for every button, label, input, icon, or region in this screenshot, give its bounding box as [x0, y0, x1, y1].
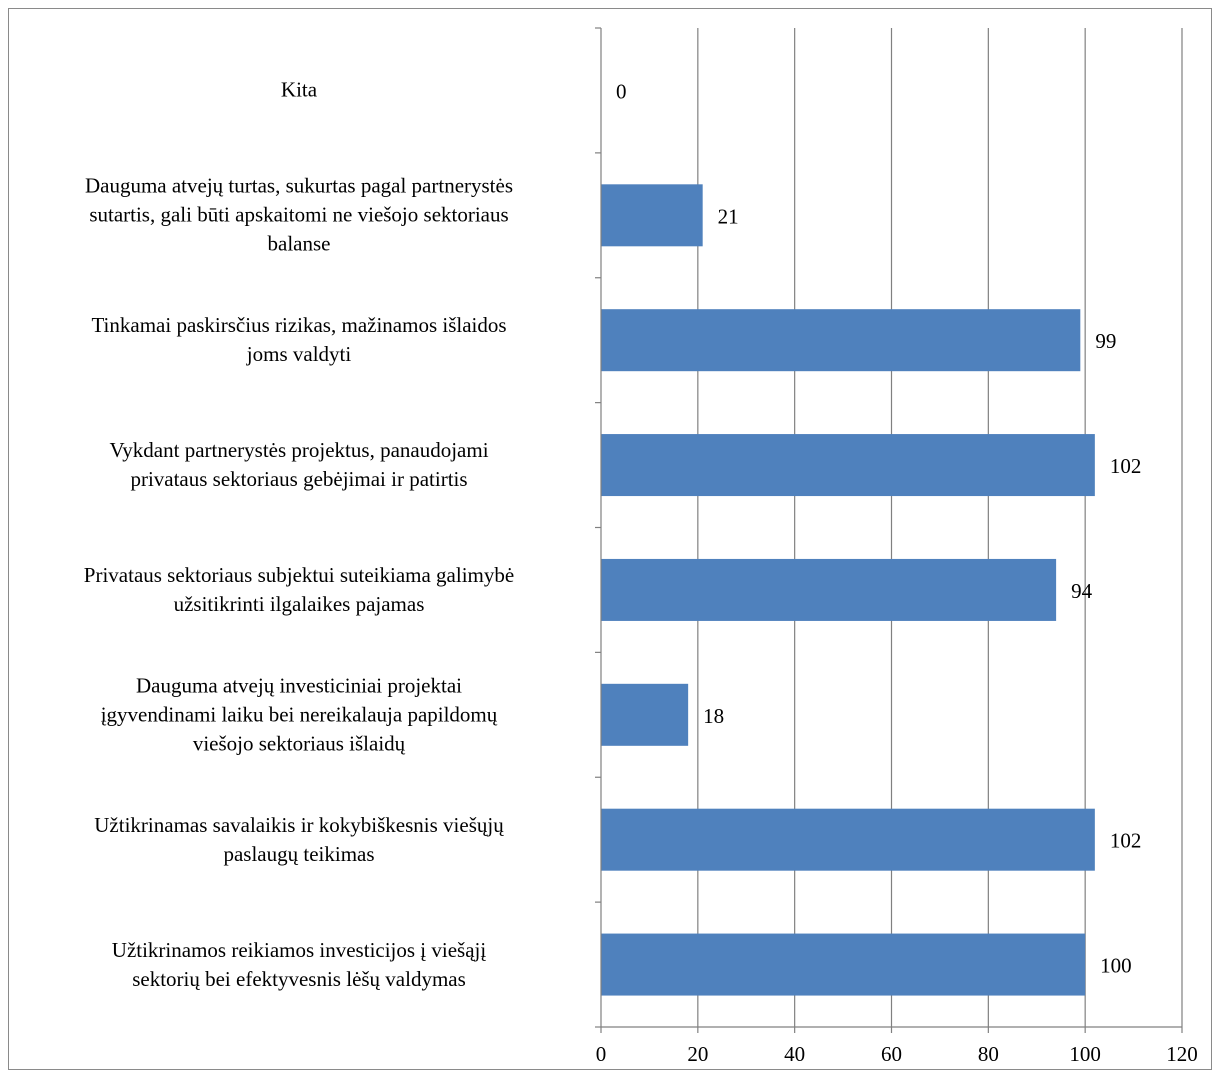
x-tick-label-80: 80	[978, 1042, 999, 1066]
category-label-0: Kita	[19, 76, 579, 105]
bar-3	[601, 434, 1095, 497]
category-label-line: joms valdyti	[246, 342, 352, 367]
bar-2	[601, 309, 1081, 372]
category-label-line: Kita	[280, 77, 318, 102]
category-label-2: Tinkamai paskirsčius rizikas, mažinamos …	[19, 311, 579, 369]
category-label-line: Dauguma atvejų investiciniai projektai	[136, 673, 462, 698]
data-label-2: 99	[1095, 329, 1116, 353]
category-label-line: įgyvendinami laiku bei nereikalauja papi…	[100, 702, 498, 727]
category-label-line: sutartis, gali būti apskaitomi ne viešoj…	[89, 202, 509, 227]
x-tick-label-60: 60	[881, 1042, 902, 1066]
bar-chart: 0 21 99 102 94 18 102 100 0 20 40 60 80 100 120	[595, 27, 1198, 1066]
category-label-line: Dauguma atvejų turtas, sukurtas pagal pa…	[84, 173, 514, 198]
x-tick-label-0: 0	[596, 1042, 607, 1066]
bar-5	[601, 683, 689, 746]
x-tick-label-40: 40	[784, 1042, 805, 1066]
category-label-line: Tinkamai paskirsčius rizikas, mažinamos …	[91, 313, 507, 338]
category-label-5: Dauguma atvejų investiciniai projektai įg…	[19, 671, 579, 758]
data-label-5: 18	[703, 704, 724, 728]
category-label-4: Privataus sektoriaus subjektui suteikiam…	[19, 561, 579, 619]
x-tick-label-120: 120	[1166, 1042, 1198, 1066]
category-label-line: Privataus sektoriaus subjektui suteikiam…	[83, 562, 515, 587]
category-label-line: užsitikrinti ilgalaikes pajamas	[173, 591, 425, 616]
chart-frame: 0 21 99 102 94 18 102 100 0 20 40 60 80 100 120 Kita Da…	[8, 8, 1212, 1070]
category-label-line: viešojo sektoriaus išlaidų	[192, 731, 406, 756]
bar-6	[601, 808, 1095, 871]
category-label-line: sektorių bei efektyvesnis lėšų valdymas	[132, 966, 466, 991]
category-label-7: Užtikrinamos reikiamos investicijos į vi…	[19, 936, 579, 994]
category-label-line: privataus sektoriaus gebėjimai ir patirt…	[130, 467, 468, 492]
category-label-line: Vykdant partnerystės projektus, panaudoj…	[109, 438, 489, 463]
category-label-6: Užtikrinamas savalaikis ir kokybiškesnis…	[19, 811, 579, 869]
bar-1	[601, 184, 703, 247]
category-label-1: Dauguma atvejų turtas, sukurtas pagal pa…	[19, 172, 579, 259]
category-label-line: Užtikrinamos reikiamos investicijos į vi…	[111, 937, 487, 962]
x-tick-label-20: 20	[687, 1042, 708, 1066]
category-label-line: paslaugų teikimas	[223, 841, 375, 866]
data-label-4: 94	[1071, 579, 1093, 603]
category-label-line: Užtikrinamas savalaikis ir kokybiškesnis…	[94, 812, 504, 837]
data-label-1: 21	[718, 204, 739, 228]
data-label-7: 100	[1100, 954, 1132, 978]
data-label-0: 0	[616, 79, 627, 103]
data-label-3: 102	[1110, 454, 1142, 478]
category-label-line: balanse	[267, 231, 331, 256]
bar-7	[601, 933, 1086, 996]
x-tick-label-100: 100	[1069, 1042, 1101, 1066]
bar-4	[601, 558, 1057, 621]
category-label-3: Vykdant partnerystės projektus, panaudoj…	[19, 436, 579, 494]
data-label-6: 102	[1110, 829, 1142, 853]
